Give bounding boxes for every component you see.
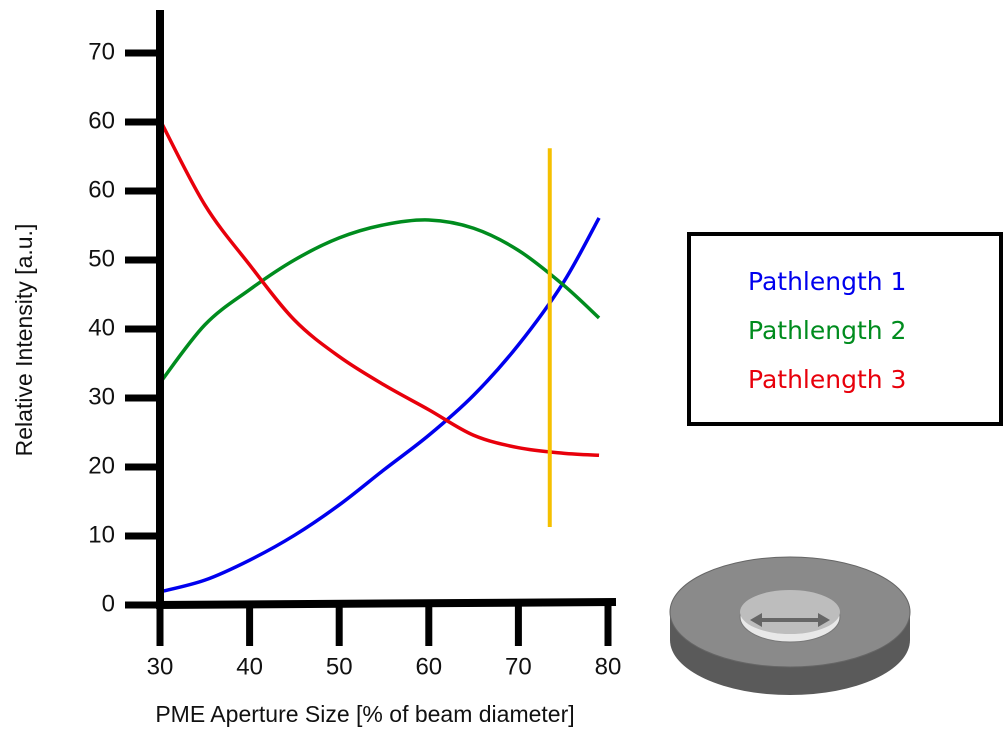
y-tick-label: 40 [88,314,115,341]
aperture-icon [670,557,910,695]
x-tick-label: 40 [236,653,263,680]
x-axis [156,602,616,605]
y-tick-label: 30 [88,383,115,410]
legend-label: Pathlength 3 [748,365,906,394]
x-tick-label: 50 [326,653,353,680]
legend-label: Pathlength 2 [748,316,906,345]
y-tick-label: 70 [88,38,115,65]
chart: PME Aperture Size [% of beam diameter] R… [0,0,1005,734]
y-tick-label: 60 [88,107,115,134]
series-line [160,120,599,455]
x-tick-label: 30 [147,653,174,680]
y-axis-title: Relative Intensity [a.u.] [11,224,37,457]
y-tick-label: 60 [88,176,115,203]
x-tick-label: 80 [595,653,622,680]
y-tick-label: 0 [102,590,115,617]
legend-label: Pathlength 1 [748,267,906,296]
x-tick-label: 70 [505,653,532,680]
series-line [160,220,599,383]
y-tick-label: 20 [88,452,115,479]
x-tick-label: 60 [415,653,442,680]
x-axis-title: PME Aperture Size [% of beam diameter] [155,701,574,727]
series-line [160,218,599,592]
y-tick-label: 50 [88,245,115,272]
y-tick-label: 10 [88,521,115,548]
